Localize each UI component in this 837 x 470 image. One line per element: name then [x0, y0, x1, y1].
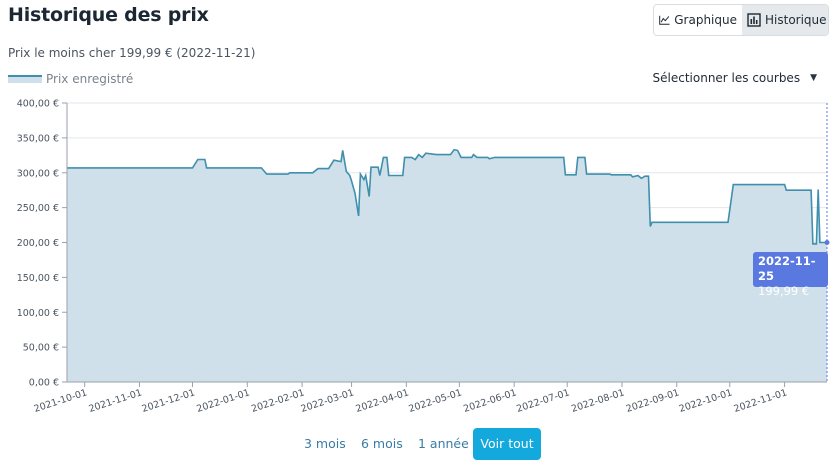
y-tick-label: 350,00 € [17, 133, 59, 144]
y-tick-label: 250,00 € [17, 203, 59, 214]
range-1-year-button[interactable]: 1 année [418, 436, 469, 451]
x-tick-label: 2022-02-01 [250, 387, 306, 415]
legend-label: Prix enregistré [46, 72, 134, 86]
graphique-label: Graphique [674, 13, 737, 27]
x-tick-label: 2021-10-01 [33, 387, 89, 415]
line-chart-icon [659, 15, 670, 25]
x-axis-ticks: 2021-10-012021-11-012021-12-012022-01-01… [33, 382, 789, 415]
y-tick-label: 150,00 € [17, 273, 59, 284]
tooltip-value: 199,99 € [758, 284, 810, 298]
price-area [67, 149, 827, 382]
x-tick-label: 2022-01-01 [195, 387, 251, 415]
select-curves-dropdown[interactable]: Sélectionner les courbes ▼ [653, 71, 817, 85]
x-tick-label: 2022-09-01 [625, 387, 681, 415]
select-curves-label: Sélectionner les courbes [652, 71, 801, 85]
legend-swatch [8, 75, 42, 83]
historique-button[interactable]: Historique [742, 5, 828, 35]
page-title: Historique des prix [8, 4, 209, 26]
y-tick-label: 400,00 € [17, 99, 59, 110]
y-tick-label: 300,00 € [17, 168, 59, 179]
x-tick-label: 2022-10-01 [678, 387, 734, 415]
chevron-down-icon: ▼ [810, 73, 817, 83]
x-tick-label: 2021-12-01 [141, 387, 197, 415]
x-tick-label: 2022-11-01 [733, 387, 789, 415]
x-tick-label: 2022-05-01 [407, 387, 463, 415]
view-toggle: Graphique Historique [653, 4, 829, 36]
y-tick-label: 0,00 € [29, 378, 59, 389]
lowest-price-subtitle: Prix le moins cher 199,99 € (2022-11-21) [8, 46, 256, 60]
x-tick-label: 2022-08-01 [570, 387, 626, 415]
bar-chart-icon [747, 13, 761, 27]
graphique-button[interactable]: Graphique [654, 5, 742, 35]
x-tick-label: 2022-03-01 [300, 387, 356, 415]
hover-point [824, 240, 830, 245]
price-line [67, 148, 827, 245]
legend[interactable]: Prix enregistré [8, 72, 133, 86]
hover-tooltip: 2022-11-25 199,99 € [753, 252, 828, 298]
tooltip-date: 2022-11-25 [758, 254, 816, 283]
x-tick-label: 2022-04-01 [354, 387, 410, 415]
y-tick-label: 100,00 € [17, 308, 59, 319]
y-axis-ticks: 0,00 € 50,00 € 100,00 € 150,00 € 200,00 € 250… [17, 99, 67, 389]
y-tick-label: 200,00 € [17, 238, 59, 249]
x-tick-label: 2022-06-01 [462, 387, 518, 415]
range-6-months-button[interactable]: 6 mois [361, 436, 403, 451]
historique-label: Historique [765, 13, 827, 27]
range-3-months-button[interactable]: 3 mois [304, 436, 346, 451]
x-tick-label: 2021-11-01 [87, 387, 143, 415]
y-tick-label: 50,00 € [23, 343, 59, 354]
range-all-button[interactable]: Voir tout [473, 428, 541, 460]
x-tick-label: 2022-07-01 [515, 387, 571, 415]
range-selector: 3 mois 6 mois 1 année Voir tout [0, 428, 837, 460]
price-history-chart[interactable]: 0,00 € 50,00 € 100,00 € 150,00 € 200,00 € 250… [0, 0, 837, 428]
